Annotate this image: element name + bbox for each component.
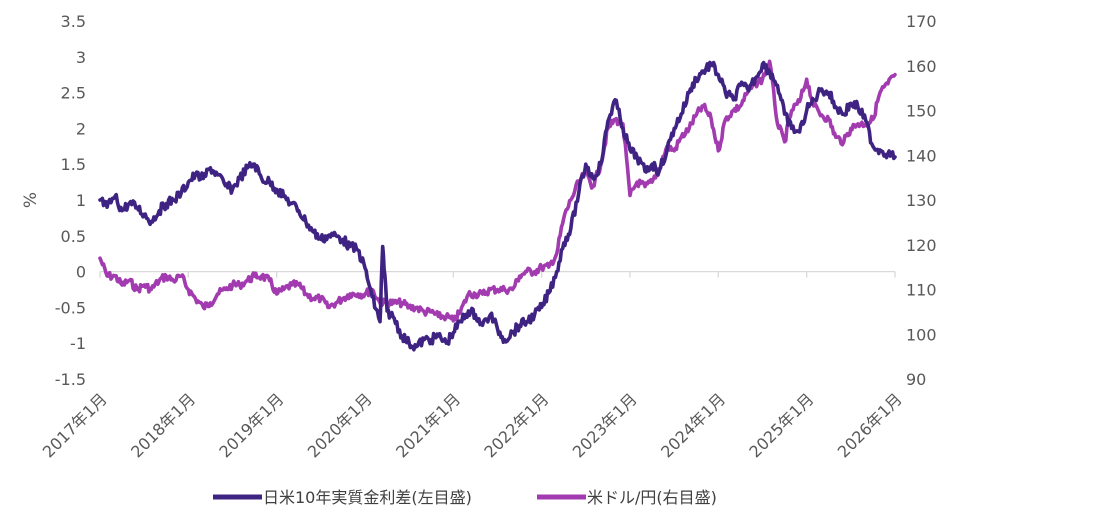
y-left-tick-label: -1 bbox=[70, 334, 86, 353]
y-left-axis-ticks: 3.5 3 2.5 2 1.5 1 0.5 0 -0.5 -1 -1.5 bbox=[55, 12, 86, 389]
y-right-tick-label: 150 bbox=[906, 102, 937, 121]
legend: 日米10年実質金利差(左目盛) 米ドル/円(右目盛) bbox=[213, 488, 717, 507]
y-left-tick-label: 1 bbox=[76, 191, 86, 210]
x-tick-label: 2025年1月 bbox=[745, 389, 817, 461]
y-left-tick-label: 0.5 bbox=[61, 227, 86, 246]
y-right-tick-label: 130 bbox=[906, 191, 937, 210]
y-left-tick-label: -1.5 bbox=[55, 370, 86, 389]
y-right-axis-ticks: 170 160 150 140 130 120 110 100 90 bbox=[906, 12, 937, 389]
x-axis-ticks: 2017年1月 2018年1月 2019年1月 2020年1月 2021年1月 2022年… bbox=[39, 271, 906, 461]
x-tick-label: 2017年1月 bbox=[39, 389, 111, 461]
y-right-tick-label: 100 bbox=[906, 325, 937, 344]
y-left-tick-label: 3 bbox=[76, 48, 86, 67]
y-right-tick-label: 160 bbox=[906, 57, 937, 76]
x-tick-label: 2020年1月 bbox=[304, 389, 376, 461]
y-right-tick-label: 90 bbox=[906, 370, 926, 389]
x-tick-label: 2026年1月 bbox=[834, 389, 906, 461]
x-tick-label: 2022年1月 bbox=[480, 389, 552, 461]
y-right-tick-label: 170 bbox=[906, 12, 937, 31]
legend-label-real-rate-diff: 日米10年実質金利差(左目盛) bbox=[263, 488, 472, 507]
series-line-real-rate-diff bbox=[98, 60, 897, 352]
y-left-tick-label: 3.5 bbox=[61, 12, 86, 31]
x-tick-label: 2018年1月 bbox=[127, 389, 199, 461]
x-tick-label: 2021年1月 bbox=[392, 389, 464, 461]
series-layer bbox=[98, 59, 897, 352]
y-right-tick-label: 110 bbox=[906, 281, 937, 300]
y-left-tick-label: 2.5 bbox=[61, 84, 86, 103]
x-tick-label: 2024年1月 bbox=[657, 389, 729, 461]
y-left-tick-label: 1.5 bbox=[61, 155, 86, 174]
series-line-usdjpy bbox=[98, 59, 897, 323]
x-tick-label: 2023年1月 bbox=[569, 389, 641, 461]
y-left-axis-label: % bbox=[21, 192, 41, 208]
y-left-tick-label: 2 bbox=[76, 119, 86, 138]
y-left-tick-label: 0 bbox=[76, 263, 86, 282]
y-right-tick-label: 120 bbox=[906, 236, 937, 255]
x-tick-label: 2019年1月 bbox=[215, 389, 287, 461]
legend-label-usdjpy: 米ドル/円(右目盛) bbox=[587, 488, 717, 507]
y-left-tick-label: -0.5 bbox=[55, 298, 86, 317]
y-right-tick-label: 140 bbox=[906, 146, 937, 165]
